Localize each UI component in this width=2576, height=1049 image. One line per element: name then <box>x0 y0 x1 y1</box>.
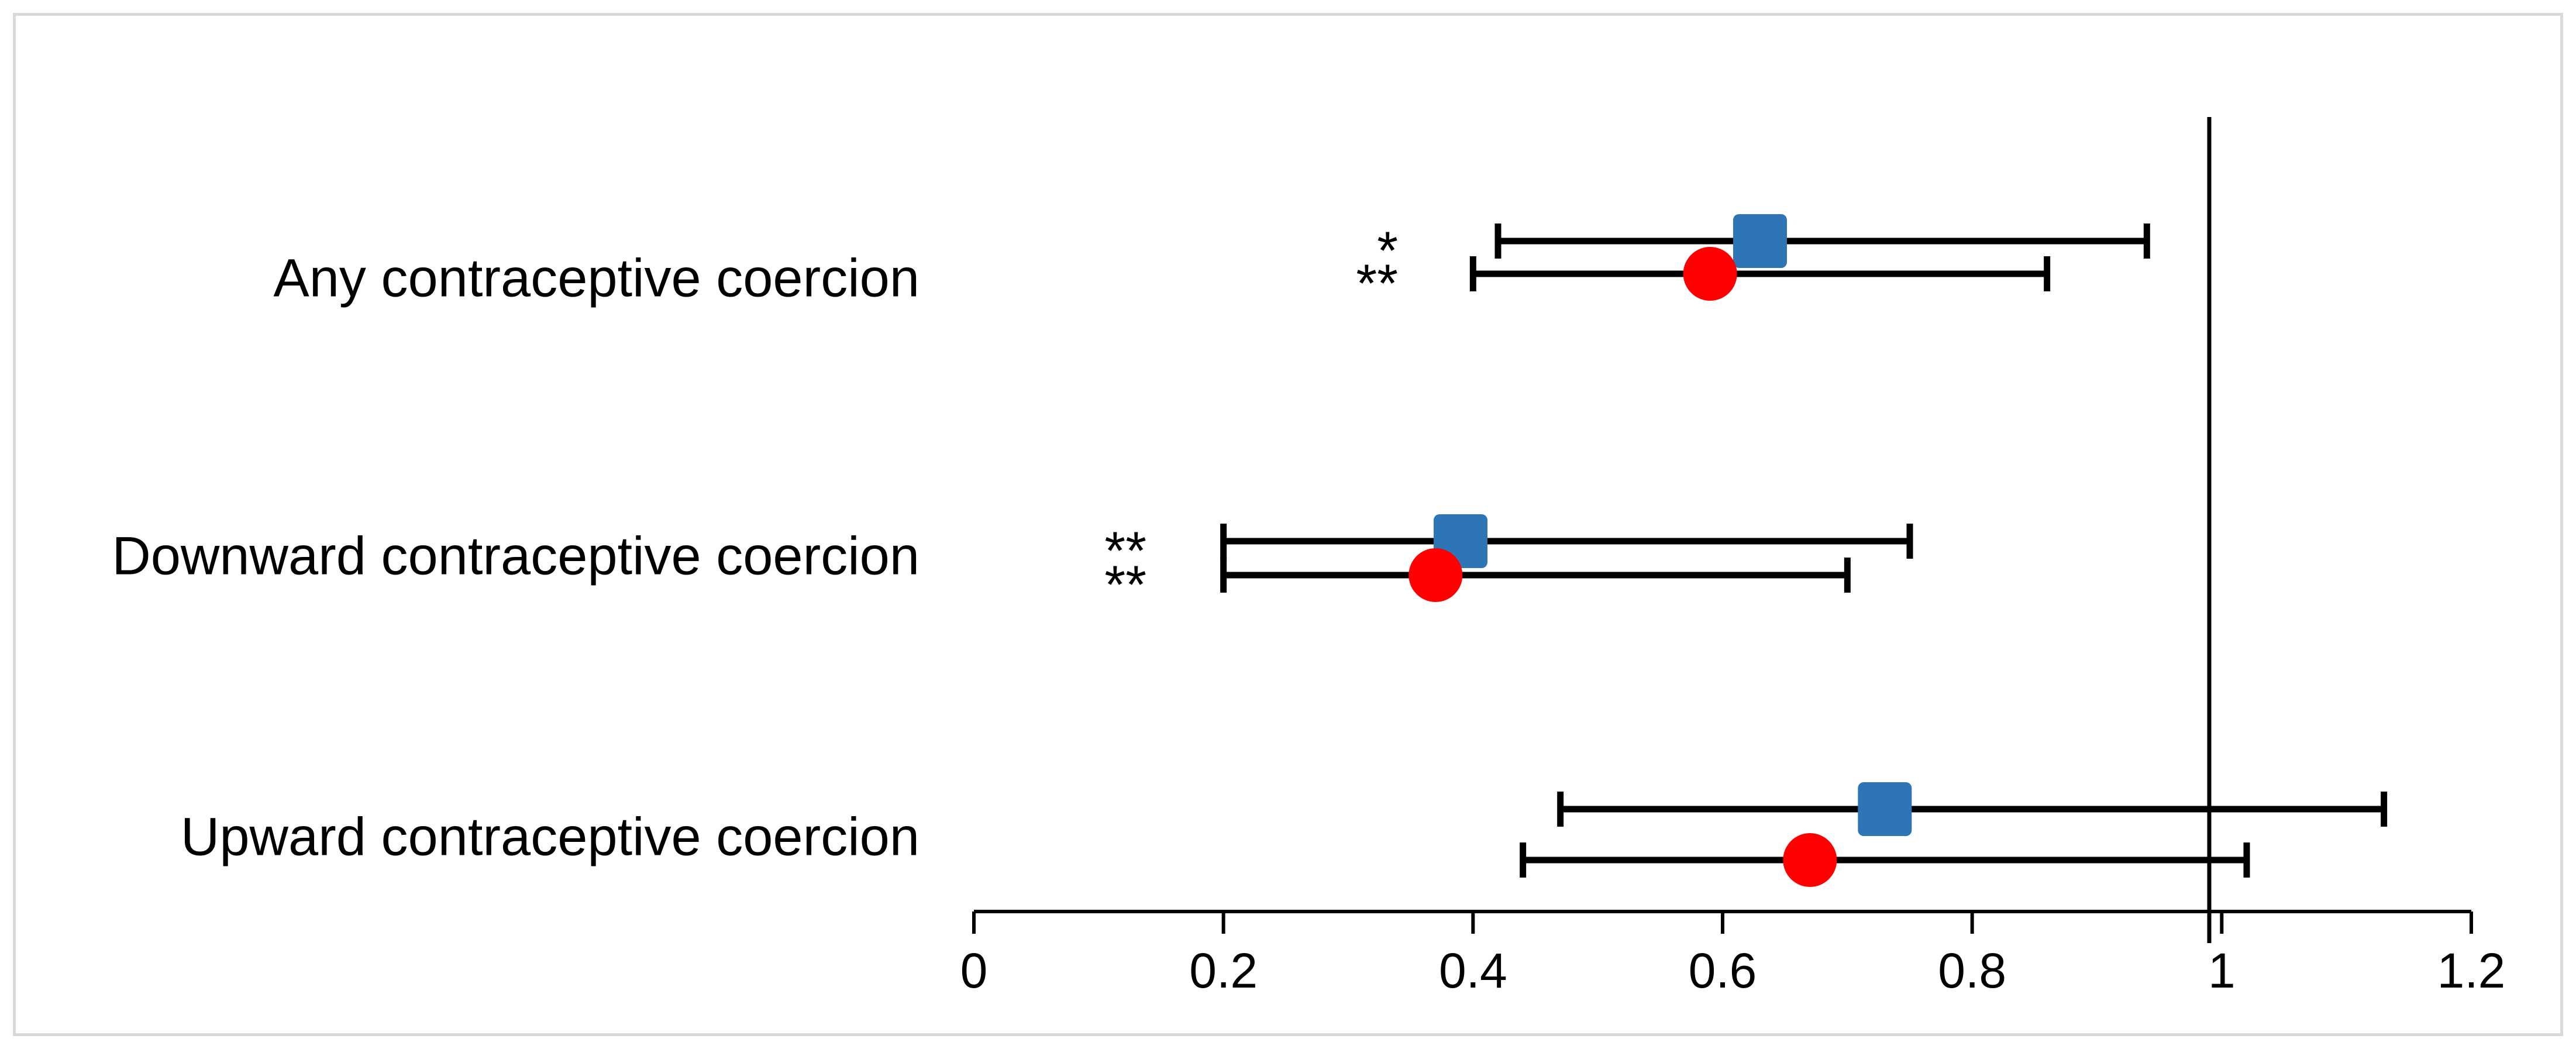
significance-label: ** <box>1104 521 1146 581</box>
x-axis: 0 0.2 0.4 0.6 0.8 1 1.2 <box>960 117 2506 998</box>
square-marker <box>1858 782 1912 836</box>
significance-label: ** <box>1104 555 1146 615</box>
category-label: Upward contraceptive coercion <box>181 807 919 866</box>
estimate-markers <box>1408 214 1912 887</box>
circle-marker <box>1683 247 1737 301</box>
x-tick-label: 0 <box>960 943 988 998</box>
circle-marker <box>1408 548 1463 602</box>
category-label: Downward contraceptive coercion <box>112 526 919 586</box>
x-tick-label: 1.2 <box>2437 943 2506 998</box>
category-label: Any contraceptive coercion <box>273 248 919 308</box>
x-tick-label: 0.4 <box>1439 943 1507 998</box>
category-labels: Any contraceptive coercion Downward contr… <box>112 248 919 866</box>
significance-label: ** <box>1356 254 1398 314</box>
significance-label: * <box>1377 221 1398 281</box>
error-bars <box>1220 223 2388 878</box>
chart-frame <box>13 13 2563 1036</box>
circle-marker <box>1783 833 1837 887</box>
x-tick-label: 1 <box>2208 943 2236 998</box>
x-tick-label: 0.8 <box>1938 943 2006 998</box>
significance-labels: ******* <box>1104 221 1398 615</box>
square-marker <box>1733 214 1787 268</box>
x-tick-label: 0.6 <box>1689 943 1757 998</box>
x-tick-label: 0.2 <box>1189 943 1258 998</box>
